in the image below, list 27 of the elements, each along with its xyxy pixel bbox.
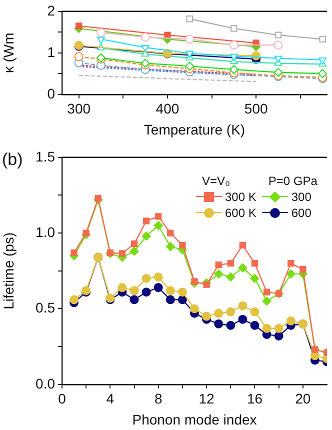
x-axis-title: Temperature (K) xyxy=(144,121,246,138)
annotation: P=0 GPa xyxy=(268,174,318,188)
y-tick-label: 1 xyxy=(47,44,56,60)
legend-label: 600 xyxy=(291,206,312,220)
x-axis-title: Phonon mode index xyxy=(132,411,257,428)
y-tick-label: 0 xyxy=(47,85,56,102)
x-tick-label: 4 xyxy=(106,390,114,407)
x-tick-label: 12 xyxy=(198,390,215,407)
x-tick-label: 16 xyxy=(246,390,263,407)
y-axis-title: Lifetime (ps) xyxy=(0,232,16,310)
x-tick-label: 8 xyxy=(154,390,162,407)
x-tick-label: 400 xyxy=(156,100,180,117)
legend-title: V=V₀ xyxy=(202,174,231,188)
legend-label: 300 K xyxy=(225,190,256,204)
x-tick-label: 300 xyxy=(67,100,91,117)
y-tick-label: 0.0 xyxy=(36,375,56,392)
y-tick-label: 2 xyxy=(47,2,56,18)
y-axis-title: κ (Wm xyxy=(0,32,16,74)
legend-label: 300 xyxy=(291,190,312,204)
x-tick-label: 20 xyxy=(295,390,311,407)
x-tick-label: 0 xyxy=(58,390,66,407)
y-tick-label: 1.5 xyxy=(36,148,56,164)
x-tick-label: 500 xyxy=(244,100,268,117)
legend-label: 600 K xyxy=(225,206,256,220)
y-tick-label: 1.0 xyxy=(36,224,56,240)
text: (b) xyxy=(2,150,23,170)
y-tick-label: 0.5 xyxy=(36,300,56,316)
